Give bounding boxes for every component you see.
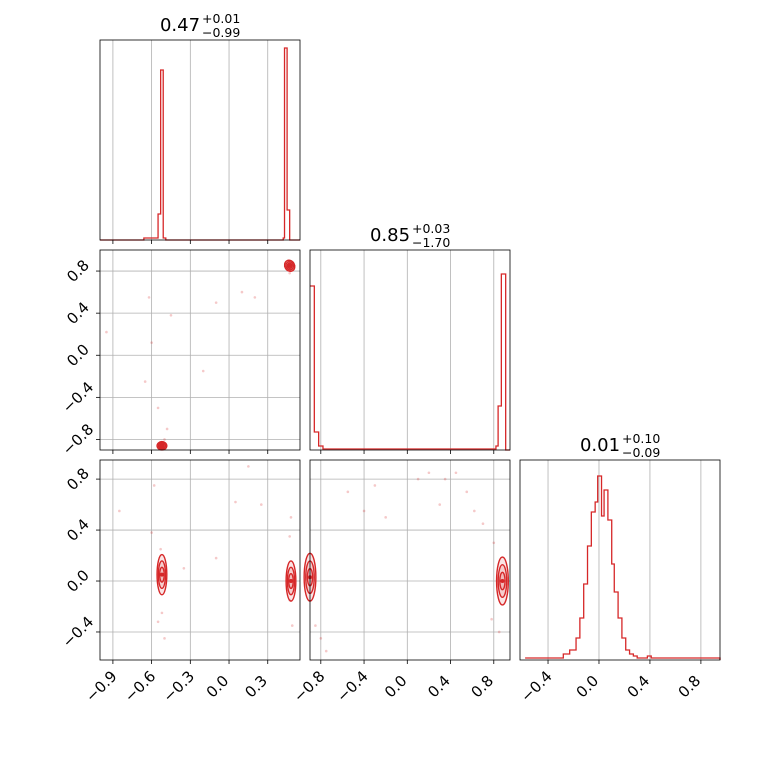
sample-point (150, 341, 153, 344)
density-peak (159, 572, 164, 577)
panel-hist-1: 0.85 +0.03−1.70 (309, 221, 511, 454)
histogram-title-value: 0.47 (160, 15, 200, 36)
sample-point (319, 637, 323, 640)
sample-point (105, 330, 108, 334)
x-tick-label: 0.0 (203, 672, 233, 702)
sample-point (492, 541, 496, 545)
sample-point (497, 630, 501, 634)
x-tick-label: 0.0 (381, 672, 411, 702)
histogram-title-minus: −0.99 (202, 25, 240, 40)
x-tick-label: −0.4 (517, 667, 555, 705)
sample-point (454, 471, 458, 475)
sample-point (201, 369, 205, 373)
density-peak (159, 443, 164, 448)
sample-point (324, 649, 328, 653)
panel-hist-0: 0.47 +0.01−0.99 (99, 11, 301, 244)
y-tick-label: 0.0 (63, 566, 93, 596)
sample-point (165, 427, 169, 431)
sample-point (152, 484, 156, 487)
density-peak (288, 579, 293, 584)
sample-point (481, 522, 485, 525)
y-tick-label: 0.0 (63, 340, 93, 370)
histogram-title-plus: +0.03 (412, 221, 450, 236)
y-tick-label: −0.8 (59, 420, 97, 458)
x-tick-label: −0.8 (290, 667, 328, 705)
y-tick-label: −0.4 (59, 378, 97, 416)
panel-frame (519, 459, 721, 661)
sample-point (288, 535, 291, 538)
sample-point (259, 503, 263, 506)
y-tick-label: −0.4 (59, 613, 97, 651)
x-tick-label: −0.6 (121, 667, 159, 705)
sample-point (416, 477, 420, 481)
sample-point (289, 516, 293, 519)
x-tick-label: 0.8 (675, 672, 705, 702)
sample-point (169, 313, 173, 317)
sample-point (346, 490, 350, 494)
panel-frame (309, 459, 511, 661)
sample-point (314, 624, 317, 627)
panel-frame (99, 249, 301, 451)
sample-point (438, 503, 442, 506)
sample-point (163, 438, 166, 441)
y-tick-label: 0.8 (63, 256, 93, 286)
sample-point (253, 296, 257, 299)
sample-point (465, 490, 469, 494)
histogram-title-minus: −1.70 (412, 235, 450, 250)
sample-point (182, 566, 186, 570)
sample-point (214, 301, 218, 304)
sample-point (490, 617, 493, 621)
histogram-title-minus: −0.09 (622, 445, 660, 460)
histogram-title-value: 0.85 (370, 225, 410, 246)
panel-frame (99, 39, 301, 241)
sample-point (156, 406, 160, 410)
y-tick-label: 0.4 (63, 515, 93, 545)
panel-scatter-1-0: −0.8 −0.4 0.0 0.4 0.8 (59, 249, 301, 459)
histogram-step (525, 475, 721, 660)
sample-point (147, 296, 151, 299)
sample-point (163, 637, 166, 640)
sample-point (143, 380, 147, 383)
histogram-title-plus: +0.10 (622, 431, 660, 446)
density-peak (287, 263, 292, 268)
sample-point (247, 465, 250, 468)
x-tick-label: −0.3 (160, 667, 198, 705)
sample-point (160, 611, 164, 615)
sample-point (234, 500, 237, 504)
y-tick-label: 0.8 (63, 464, 93, 494)
sample-point (473, 509, 476, 513)
sample-point (240, 290, 244, 294)
histogram-step (310, 273, 510, 451)
x-tick-label: 0.8 (467, 672, 497, 702)
sample-point (118, 509, 121, 513)
sample-point (288, 271, 291, 275)
sample-point (159, 547, 162, 551)
x-tick-label: 0.0 (573, 672, 603, 702)
panel-scatter-2-0: −0.40.00.40.8−0.9 −0.6 −0.3 0.0 0.3 (59, 459, 301, 706)
panel-hist-2: 0.01 +0.10−0.09 −0.4 0.0 0.4 0.8 (517, 431, 721, 706)
panel-frame (309, 249, 511, 451)
sample-point (156, 620, 160, 624)
y-tick-label: 0.4 (63, 298, 93, 328)
panel-scatter-2-1: −0.8 −0.4 0.0 0.4 0.8 (290, 459, 511, 706)
sample-point (290, 624, 294, 627)
density-peak (500, 579, 505, 584)
sample-point (427, 471, 431, 475)
sample-point (384, 516, 387, 519)
sample-point (214, 556, 218, 560)
histogram-title-value: 0.01 (580, 435, 620, 456)
histogram-title-plus: +0.01 (202, 11, 240, 26)
sample-point (443, 477, 447, 481)
sample-point (362, 509, 366, 513)
x-tick-label: 0.3 (241, 672, 271, 702)
panel-frame (99, 459, 301, 661)
sample-point (150, 531, 153, 534)
sample-point (373, 484, 377, 487)
x-tick-label: −0.9 (82, 667, 120, 705)
x-tick-label: −0.4 (333, 667, 371, 705)
histogram-step (100, 47, 300, 241)
x-tick-label: 0.4 (424, 672, 454, 702)
x-tick-label: 0.4 (624, 672, 654, 702)
